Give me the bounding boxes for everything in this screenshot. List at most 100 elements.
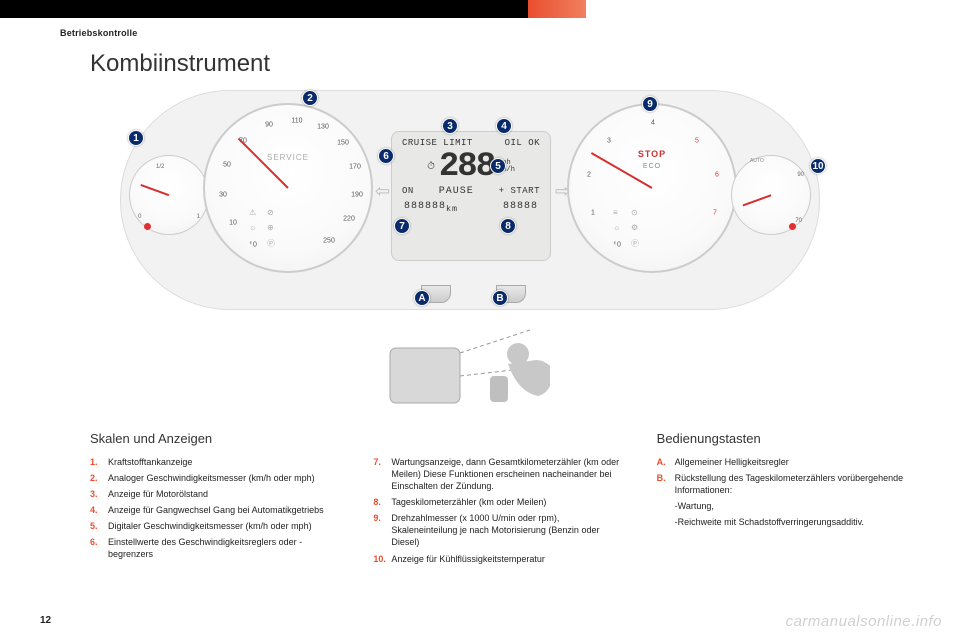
speedo-90: 90: [265, 122, 273, 129]
speedo-190: 190: [351, 192, 363, 199]
lcd-start: + START: [499, 186, 540, 197]
heading-scales: Skalen und Anzeigen: [90, 430, 343, 448]
item-number: 9.: [373, 512, 391, 548]
fuel-low-dot: [144, 223, 151, 230]
item-text: Digitaler Geschwindigkeitsmesser (km/h o…: [108, 520, 312, 532]
temp-70: 70: [795, 218, 802, 224]
speedo-220: 220: [343, 216, 355, 223]
tach-5: 5: [695, 138, 699, 145]
item-number: B.: [657, 472, 675, 496]
list-item: 3.Anzeige für Motorölstand: [90, 488, 343, 500]
item-text: Einstellwerte des Geschwindigkeitsregler…: [108, 536, 343, 560]
sub-item: Wartung,: [675, 500, 910, 512]
list-item: 8.Tageskilometerzähler (km oder Meilen): [373, 496, 626, 508]
col-scales: Skalen und Anzeigen 1.Kraftstofftankanze…: [90, 430, 343, 569]
tach-7: 7: [713, 210, 717, 217]
speedo-70: 70: [239, 138, 247, 145]
speedo-50: 50: [223, 162, 231, 169]
callout-10: 10: [810, 158, 826, 174]
item-text: Tageskilometerzähler (km oder Meilen): [391, 496, 546, 508]
tach-4: 4: [651, 120, 655, 127]
speedo-170: 170: [349, 164, 361, 171]
tachometer: STOP ECO 0 1 2 3 4 5 6 7 ≡⊙☼⚙◐Ⓟ: [567, 103, 737, 273]
temp-auto: AUTO: [750, 158, 764, 164]
list-item: 6.Einstellwerte des Geschwindigkeitsregl…: [90, 536, 343, 560]
tach-1: 1: [591, 210, 595, 217]
fuel-zero: 0: [138, 214, 141, 220]
lcd-on: ON: [402, 186, 414, 197]
speedo-10: 10: [229, 220, 237, 227]
driver-illustration: [380, 318, 570, 408]
fuel-needle: [141, 184, 169, 196]
callout-2: 2: [302, 90, 318, 106]
heading-controls: Bedienungstasten: [657, 430, 910, 448]
fuel-gauge: 1/2 0 1: [129, 155, 209, 235]
item-number: 4.: [90, 504, 108, 516]
item-text: Anzeige für Kühlflüssigkeitstemperatur: [391, 553, 545, 565]
top-bar: [0, 0, 960, 18]
list-item: A.Allgemeiner Helligkeitsregler: [657, 456, 910, 468]
temp-90: 90: [797, 172, 804, 178]
eco-label: ECO: [569, 163, 735, 170]
section-label: Betriebskontrolle: [60, 28, 137, 38]
temp-high-dot: [789, 223, 796, 230]
callout-7: 7: [394, 218, 410, 234]
tach-2: 2: [587, 172, 591, 179]
fuel-half: 1/2: [156, 164, 164, 170]
item-number: 2.: [90, 472, 108, 484]
lcd-cruise: CRUISE LIMIT: [402, 138, 473, 148]
instrument-cluster: 1/2 0 1 SERVICE 0 10 30 50 70 90 110 130…: [120, 90, 820, 310]
item-number: 8.: [373, 496, 391, 508]
callout-8: 8: [500, 218, 516, 234]
fuel-one: 1: [197, 214, 200, 220]
callout-6: 6: [378, 148, 394, 164]
center-display: CRUISE LIMIT OIL OK ⏱ 288 mph km/h ON PA…: [391, 131, 551, 261]
tach-6: 6: [715, 172, 719, 179]
temp-gauge: 90 70 AUTO: [731, 155, 811, 235]
item-text: Analoger Geschwindigkeitsmesser (km/h od…: [108, 472, 315, 484]
lcd-odo-unit: km: [446, 204, 458, 214]
topbar-red: [528, 0, 586, 18]
item-text: Rückstellung des Tageskilometerzählers v…: [675, 472, 910, 496]
callout-B: B: [492, 290, 508, 306]
item-text: Wartungsanzeige, dann Gesamtkilometerzäh…: [391, 456, 626, 492]
left-turn-icon: ⇦: [375, 181, 390, 202]
topbar-black: [0, 0, 528, 18]
clock-icon: ⏱: [427, 161, 435, 173]
col-controls: Bedienungstasten A.Allgemeiner Helligkei…: [657, 430, 910, 569]
item-text: Drehzahlmesser (x 1000 U/min oder rpm), …: [391, 512, 626, 548]
speedo-130: 130: [317, 124, 329, 131]
speedo-250: 250: [323, 238, 335, 245]
speedo-150: 150: [337, 140, 349, 147]
list-item: 7.Wartungsanzeige, dann Gesamtkilometerz…: [373, 456, 626, 492]
callout-3: 3: [442, 118, 458, 134]
lcd-pause: PAUSE: [439, 186, 474, 197]
list-item: B.Rückstellung des Tageskilometerzählers…: [657, 472, 910, 496]
topbar-white: [586, 0, 960, 18]
speedo-needle: [238, 138, 289, 189]
item-text: Anzeige für Gangwechsel Gang bei Automat…: [108, 504, 324, 516]
lcd-speed: 288: [439, 150, 494, 184]
temp-needle: [743, 194, 771, 206]
list-item: 10.Anzeige für Kühlflüssigkeitstemperatu…: [373, 553, 626, 565]
watermark: carmanualsonline.info: [786, 613, 942, 630]
speedo-110: 110: [291, 118, 302, 125]
page-title: Kombiinstrument: [90, 50, 270, 78]
col-scales-2: 7.Wartungsanzeige, dann Gesamtkilometerz…: [373, 430, 626, 569]
item-number: 7.: [373, 456, 391, 492]
sub-item: Reichweite mit Schadstoffverringerungsad…: [675, 516, 910, 528]
item-number: 3.: [90, 488, 108, 500]
speedometer: SERVICE 0 10 30 50 70 90 110 130 150 170…: [203, 103, 373, 273]
callout-A: A: [414, 290, 430, 306]
item-number: 5.: [90, 520, 108, 532]
list-item: 4.Anzeige für Gangwechsel Gang bei Autom…: [90, 504, 343, 516]
callout-1: 1: [128, 130, 144, 146]
speedo-30: 30: [219, 192, 227, 199]
callout-9: 9: [642, 96, 658, 112]
list-item: 1.Kraftstofftankanzeige: [90, 456, 343, 468]
warning-icons-left: ⚠⊘☼⊕◐Ⓟ: [249, 208, 277, 249]
list-item: 9.Drehzahlmesser (x 1000 U/min oder rpm)…: [373, 512, 626, 548]
item-text: Kraftstofftankanzeige: [108, 456, 192, 468]
item-number: A.: [657, 456, 675, 468]
item-number: 1.: [90, 456, 108, 468]
